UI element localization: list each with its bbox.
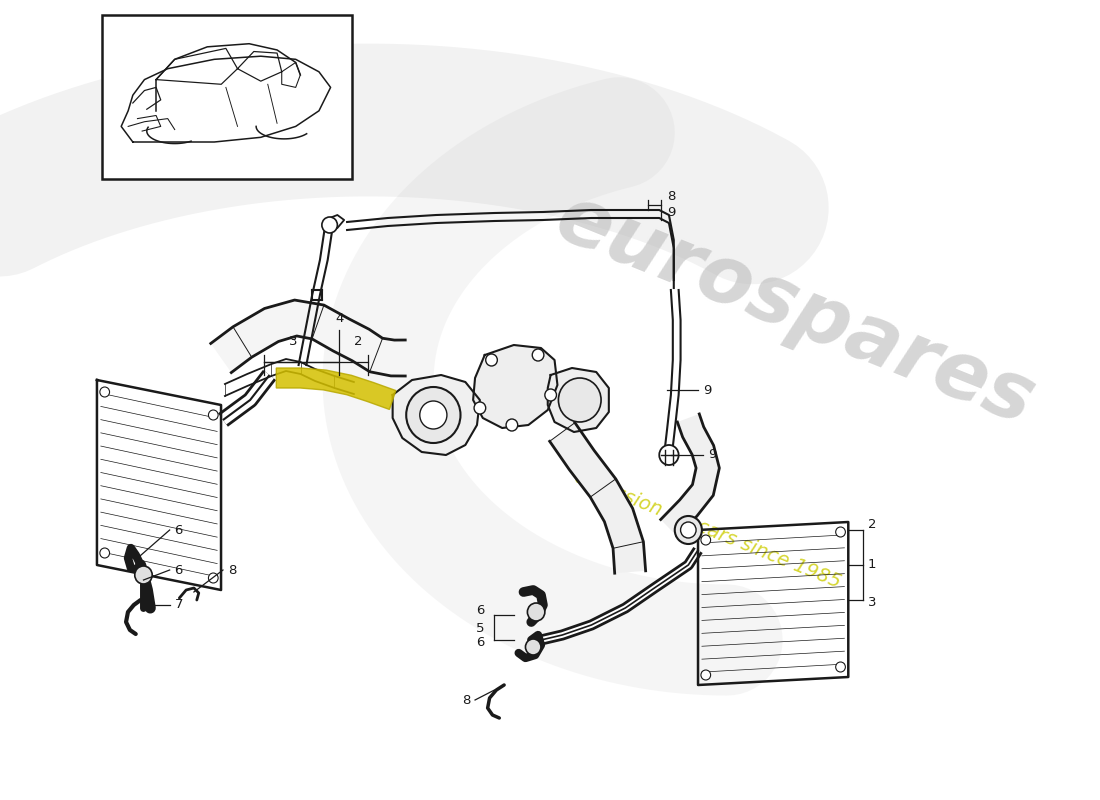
Bar: [102, 15, 352, 179]
Text: 9: 9: [667, 206, 675, 219]
Circle shape: [100, 387, 110, 397]
Polygon shape: [473, 345, 558, 428]
Circle shape: [659, 445, 679, 465]
Text: 3: 3: [868, 595, 877, 609]
Text: 4: 4: [336, 312, 343, 325]
Text: 6: 6: [175, 563, 183, 577]
Text: 6: 6: [175, 523, 183, 537]
Text: 7: 7: [175, 598, 183, 611]
Text: 2: 2: [868, 518, 877, 531]
Circle shape: [135, 566, 152, 584]
Circle shape: [506, 419, 518, 431]
Circle shape: [836, 527, 846, 537]
Text: 5: 5: [476, 622, 485, 634]
Circle shape: [544, 389, 557, 401]
Circle shape: [474, 402, 486, 414]
Circle shape: [208, 410, 218, 420]
Text: 9: 9: [703, 383, 712, 397]
Circle shape: [559, 378, 601, 422]
Text: 6: 6: [476, 637, 485, 650]
Polygon shape: [393, 375, 480, 455]
Circle shape: [208, 573, 218, 583]
Circle shape: [486, 354, 497, 366]
Circle shape: [836, 662, 846, 672]
Text: 6: 6: [476, 603, 485, 617]
Text: 8: 8: [462, 694, 470, 706]
Circle shape: [100, 548, 110, 558]
Circle shape: [701, 670, 711, 680]
Circle shape: [674, 516, 702, 544]
Circle shape: [526, 639, 541, 655]
Polygon shape: [661, 414, 719, 537]
Text: 8: 8: [228, 563, 236, 577]
Polygon shape: [211, 300, 405, 376]
Text: 9: 9: [707, 449, 716, 462]
Polygon shape: [548, 368, 608, 432]
Circle shape: [406, 387, 461, 443]
Text: a passion for cars since 1985: a passion for cars since 1985: [572, 468, 844, 592]
Circle shape: [420, 401, 447, 429]
Circle shape: [701, 535, 711, 545]
Text: 2: 2: [354, 335, 363, 348]
Text: 8: 8: [667, 190, 675, 203]
Text: eurospares: eurospares: [544, 178, 1045, 442]
Text: 1: 1: [868, 558, 877, 571]
Text: 3: 3: [288, 335, 297, 348]
Polygon shape: [276, 368, 396, 410]
Circle shape: [532, 349, 543, 361]
Circle shape: [322, 217, 338, 233]
Circle shape: [527, 603, 544, 621]
Circle shape: [681, 522, 696, 538]
Polygon shape: [550, 422, 646, 573]
